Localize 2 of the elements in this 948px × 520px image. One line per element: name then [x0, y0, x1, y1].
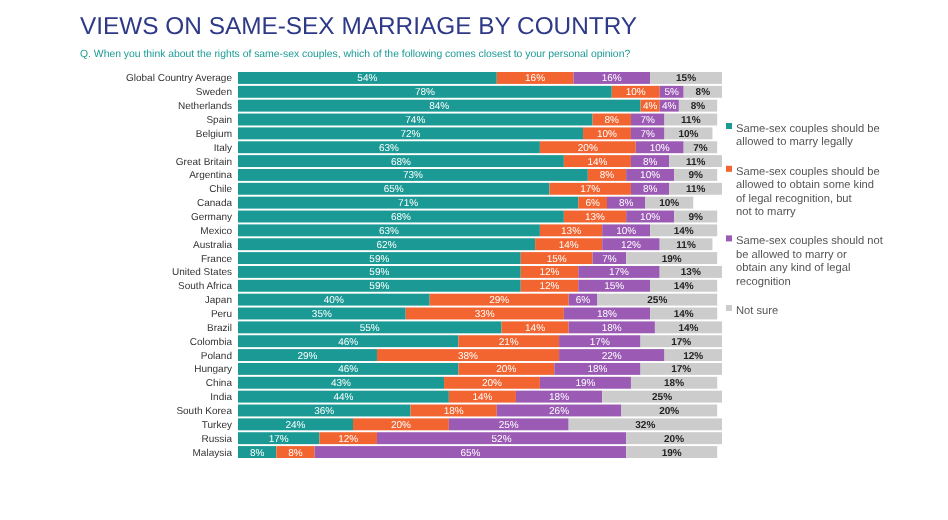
chart-title: VIEWS ON SAME-SEX MARRIAGE BY COUNTRY: [80, 12, 638, 40]
bar: [573, 72, 651, 84]
